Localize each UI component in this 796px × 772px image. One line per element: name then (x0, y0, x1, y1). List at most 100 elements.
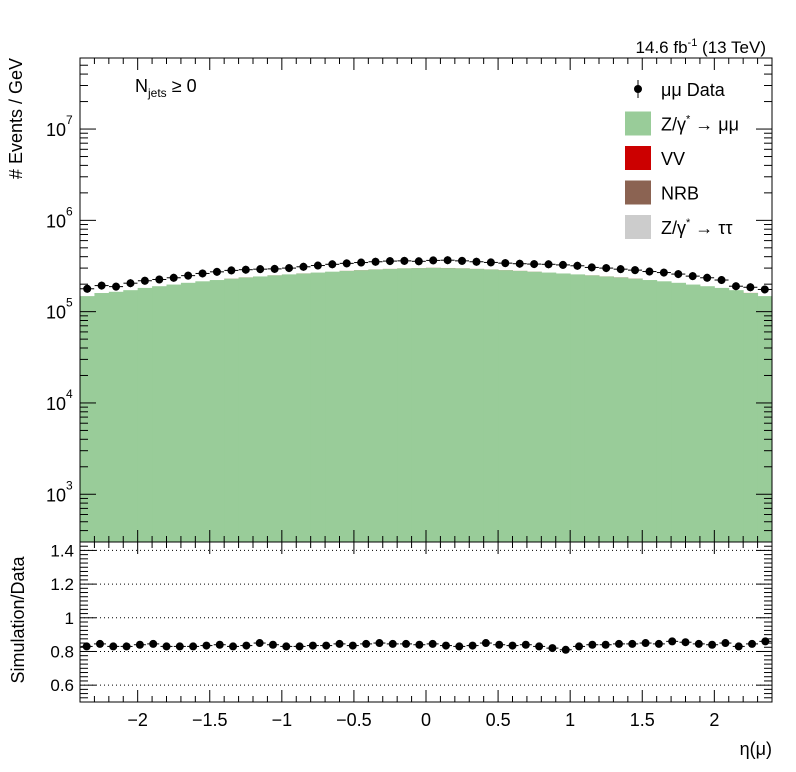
y-tick-base: 10 (46, 120, 66, 140)
bar (699, 286, 715, 542)
legend-label: Z/γ* → μμ (661, 114, 739, 135)
x-tick-label: 0 (421, 710, 431, 730)
bar (440, 268, 456, 542)
data-point (703, 273, 712, 282)
data-point (184, 271, 193, 280)
bar (613, 277, 629, 542)
main-plot-area (80, 256, 772, 542)
bar (238, 277, 254, 542)
ratio-point (388, 639, 397, 648)
ratio-point (575, 642, 584, 651)
data-point (443, 256, 452, 265)
data-point (631, 266, 640, 275)
x-tick-label: −1 (272, 710, 293, 730)
bar (382, 268, 398, 542)
legend-item-4: Z/γ* → ττ (625, 215, 733, 239)
data-point (659, 268, 668, 277)
x-tick-label: 1 (565, 710, 575, 730)
ratio-point (122, 642, 131, 651)
ratio-point (481, 639, 490, 648)
njets-rest: ≥ 0 (167, 76, 197, 96)
ratio-point (428, 639, 437, 648)
ratio-point (548, 644, 557, 653)
ratio-point (308, 641, 317, 650)
legend-text: VV (661, 149, 685, 169)
legend-item-1: Z/γ* → μμ (625, 111, 739, 136)
ratio-point (242, 641, 251, 650)
main-y-ticks (80, 57, 772, 543)
ratio-point (162, 642, 171, 651)
legend-label: VV (661, 149, 685, 169)
ratio-point (441, 641, 450, 650)
bar (426, 267, 441, 542)
bar (397, 268, 413, 542)
bar (310, 272, 326, 542)
ratio-point (521, 640, 530, 649)
data-point (241, 265, 250, 274)
data-point (371, 257, 380, 266)
data-point (472, 257, 481, 266)
data-point (285, 264, 294, 273)
data-point (501, 259, 510, 268)
bar (656, 281, 672, 542)
legend-swatch (625, 180, 651, 205)
ratio-point (601, 640, 610, 649)
bar (469, 268, 485, 542)
legend-item-3: NRB (625, 180, 699, 205)
data-point (400, 256, 409, 265)
data-point (717, 276, 726, 285)
data-point (558, 260, 567, 269)
ratio-point (82, 642, 91, 651)
bar (757, 296, 772, 542)
data-point (169, 273, 178, 282)
ratio-frame (79, 541, 773, 703)
data-point (616, 265, 625, 274)
bar (671, 282, 686, 542)
ratio-y-tick-label: 0.6 (50, 676, 74, 695)
ratio-point (202, 641, 211, 650)
ratio-points (80, 637, 772, 654)
bar (526, 271, 542, 542)
bar (584, 275, 600, 542)
ratio-point (495, 640, 504, 649)
data-point (97, 281, 106, 290)
data-point (270, 264, 279, 273)
legend-label: Z/γ* → ττ (661, 217, 733, 238)
ratio-point (468, 641, 477, 650)
ratio-point (335, 639, 344, 648)
series-0-bars (80, 267, 772, 542)
data-point (414, 257, 423, 266)
y-tick-label-4: 10 4 (46, 387, 73, 414)
bar (541, 272, 557, 542)
x-ticks (79, 542, 773, 702)
bar (627, 278, 643, 542)
ratio-point (708, 640, 717, 649)
ratio-point (255, 639, 264, 648)
legend-text: Z/γ (661, 115, 686, 135)
data-point (429, 256, 438, 265)
x-tick-label: 2 (709, 710, 719, 730)
data-point (198, 269, 207, 278)
bar (123, 290, 139, 542)
data-point (385, 257, 394, 266)
ratio-point (681, 638, 690, 647)
njets-main: N (135, 76, 148, 96)
bar (80, 296, 95, 542)
data-point (328, 260, 337, 269)
ratio-point (268, 640, 277, 649)
ratio-y-axis-title: Simulation/Data (8, 555, 28, 683)
bar (642, 280, 658, 542)
ratio-point (588, 640, 597, 649)
bar (94, 293, 110, 542)
njets-sub: jets (147, 86, 167, 100)
data-point (731, 282, 740, 291)
ratio-point (535, 642, 544, 651)
ratio-point (362, 639, 371, 648)
ratio-point (721, 639, 730, 648)
data-point (83, 284, 92, 293)
ratio-point (402, 639, 411, 648)
x-axis-title: η(μ) (740, 739, 772, 759)
